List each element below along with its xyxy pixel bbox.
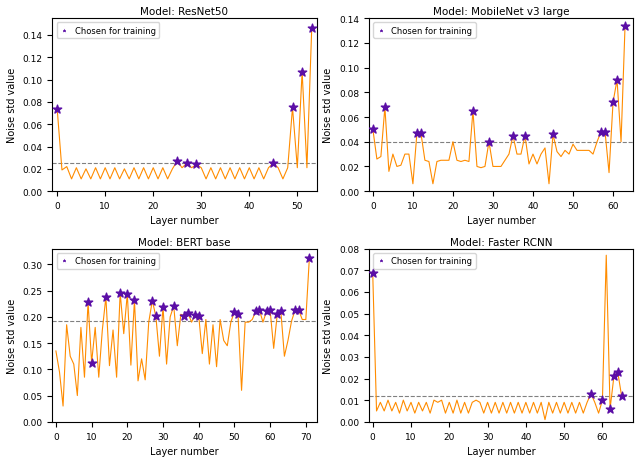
- Point: [586, 390, 596, 398]
- Point: [190, 312, 200, 319]
- Point: [468, 108, 478, 115]
- Point: [172, 158, 182, 165]
- Point: [100, 294, 111, 301]
- Point: [380, 104, 390, 112]
- Point: [151, 313, 161, 320]
- Point: [251, 308, 261, 315]
- Point: [600, 129, 610, 136]
- Point: [367, 269, 378, 276]
- Point: [294, 307, 304, 314]
- Point: [605, 405, 615, 413]
- Y-axis label: Noise std value: Noise std value: [7, 298, 17, 373]
- Point: [268, 160, 278, 168]
- Point: [548, 131, 558, 139]
- Point: [265, 307, 275, 314]
- Point: [83, 299, 93, 306]
- Point: [272, 311, 282, 318]
- Y-axis label: Noise std value: Noise std value: [323, 68, 333, 143]
- Point: [520, 132, 530, 140]
- Point: [122, 290, 132, 298]
- Legend: Chosen for training: Chosen for training: [56, 23, 159, 39]
- Point: [86, 359, 97, 366]
- Point: [129, 297, 140, 304]
- Legend: Chosen for training: Chosen for training: [373, 23, 476, 39]
- Point: [290, 307, 300, 314]
- Legend: Chosen for training: Chosen for training: [373, 253, 476, 269]
- Point: [416, 130, 426, 138]
- X-axis label: Layer number: Layer number: [467, 446, 535, 456]
- Title: Model: MobileNet v3 large: Model: MobileNet v3 large: [433, 7, 569, 17]
- Point: [508, 132, 518, 140]
- Title: Model: Faster RCNN: Model: Faster RCNN: [450, 237, 552, 247]
- Point: [612, 77, 622, 84]
- Point: [52, 106, 62, 113]
- Point: [412, 130, 422, 138]
- Point: [597, 397, 607, 404]
- Title: Model: BERT base: Model: BERT base: [138, 237, 230, 247]
- Point: [609, 373, 619, 380]
- Point: [612, 369, 623, 376]
- Y-axis label: Noise std value: Noise std value: [7, 68, 17, 143]
- X-axis label: Layer number: Layer number: [150, 216, 219, 226]
- Point: [254, 307, 264, 314]
- Point: [229, 308, 239, 316]
- Point: [276, 308, 286, 315]
- Point: [158, 304, 168, 311]
- Point: [193, 313, 204, 320]
- Point: [608, 99, 618, 106]
- Point: [297, 69, 307, 76]
- Point: [183, 310, 193, 317]
- Point: [484, 139, 494, 146]
- X-axis label: Layer number: Layer number: [467, 216, 535, 226]
- X-axis label: Layer number: Layer number: [150, 446, 219, 456]
- Point: [261, 308, 271, 315]
- Point: [287, 105, 298, 112]
- Y-axis label: Noise std value: Noise std value: [323, 298, 333, 373]
- Point: [620, 23, 630, 30]
- Point: [616, 392, 627, 400]
- Legend: Chosen for training: Chosen for training: [56, 253, 159, 269]
- Point: [182, 160, 192, 168]
- Point: [304, 254, 314, 262]
- Point: [233, 311, 243, 318]
- Point: [147, 297, 157, 305]
- Point: [179, 313, 189, 320]
- Point: [596, 129, 606, 136]
- Point: [168, 302, 179, 310]
- Point: [368, 126, 378, 134]
- Point: [115, 289, 125, 297]
- Point: [191, 161, 202, 169]
- Point: [307, 25, 317, 33]
- Title: Model: ResNet50: Model: ResNet50: [140, 7, 228, 17]
